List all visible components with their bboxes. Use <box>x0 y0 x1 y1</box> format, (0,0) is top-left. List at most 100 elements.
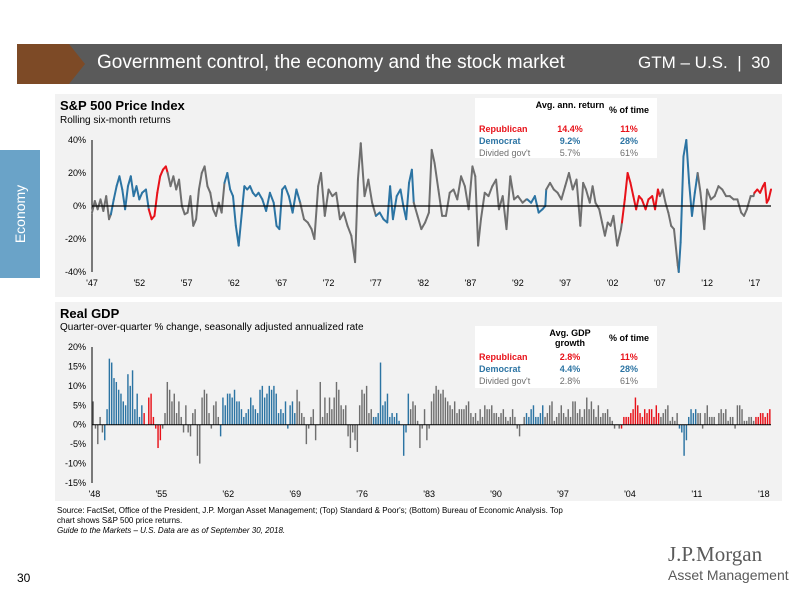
gdp-bar <box>525 413 528 425</box>
sp500-x-tick-label: '57 <box>181 278 193 288</box>
gdp-y-tick-label: 15% <box>68 361 86 371</box>
gdp-bar <box>625 416 627 425</box>
sp500-line-segment <box>661 188 667 204</box>
gdp-bar <box>358 405 361 425</box>
gdp-bar <box>560 405 562 425</box>
sp500-line-segment <box>487 185 494 198</box>
gdp-bar <box>412 401 414 425</box>
sp500-line-segment <box>240 185 246 217</box>
gdp-bar <box>138 416 141 425</box>
sp500-line-segment <box>180 205 186 216</box>
gdp-y-tick-label: 10% <box>68 381 86 391</box>
gdp-bar <box>694 409 697 425</box>
sp500-line-segment <box>105 195 111 221</box>
gdp-bar <box>233 389 236 425</box>
gdp-bar <box>331 409 333 425</box>
sp500-line-segment <box>389 185 394 221</box>
gdp-bar <box>504 416 507 425</box>
gdp-row-label: Republican <box>479 352 528 362</box>
gdp-bar <box>565 416 567 425</box>
gdp-bar <box>97 424 99 445</box>
sp500-line-segment <box>363 178 370 198</box>
gdp-bar <box>583 409 586 425</box>
sp500-line-segment <box>265 191 271 212</box>
sp500-line-segment <box>620 221 623 231</box>
gdp-bar <box>539 413 542 425</box>
sp500-line-segment <box>153 191 159 217</box>
gdp-bar <box>363 393 366 425</box>
gdp-bar <box>428 424 430 429</box>
sp500-line-segment <box>679 155 685 244</box>
gdp-bar <box>491 405 493 425</box>
sp500-line-segment <box>688 181 693 217</box>
gdp-subtitle: Quarter-over-quarter % change, seasonall… <box>60 322 364 333</box>
gdp-bar <box>189 424 192 437</box>
sp500-line-segment <box>261 198 268 212</box>
sp500-line-segment <box>603 221 609 237</box>
gdp-bar <box>467 401 470 425</box>
gdp-row-pct: 28% <box>619 364 638 374</box>
sp500-line-segment <box>346 224 353 237</box>
gdp-bar <box>576 413 579 425</box>
gdp-bar <box>738 405 741 425</box>
gdp-bar <box>342 409 345 425</box>
economy-tab[interactable]: Economy <box>0 150 40 278</box>
sp500-line-segment <box>399 188 405 207</box>
sp500-line-segment <box>166 172 172 188</box>
gdp-bar <box>345 405 347 425</box>
gdp-bar <box>567 409 569 425</box>
sp500-line-segment <box>354 178 359 264</box>
sp500-line-segment <box>159 168 164 178</box>
gdp-table-header-pct: % of time <box>608 333 649 343</box>
sp500-subtitle: Rolling six-month returns <box>60 115 171 126</box>
gdp-y-tick-label: 20% <box>68 342 86 352</box>
sp500-x-tick-label: '02 <box>607 278 619 288</box>
sp500-line-segment <box>189 195 195 227</box>
gdp-bar <box>120 393 122 425</box>
gdp-bar <box>196 424 199 456</box>
gdp-bar <box>704 413 706 425</box>
gdp-bar <box>555 416 558 425</box>
gdp-bar <box>222 397 224 425</box>
section-label: GTM – U.S. | 30 <box>638 53 770 73</box>
gdp-bar <box>752 420 755 425</box>
gdp-x-tick-label: '69 <box>289 489 301 499</box>
sp500-line-segment <box>626 172 632 184</box>
gdp-bar <box>229 393 231 425</box>
gdp-bar <box>697 413 699 425</box>
gdp-bar <box>532 405 535 425</box>
gdp-bar <box>405 424 407 433</box>
gdp-x-tick-label: '48 <box>89 489 101 499</box>
gdp-bar <box>630 413 632 425</box>
gdp-bar <box>384 401 386 425</box>
gdp-bar <box>562 413 565 425</box>
gdp-bar <box>523 416 525 425</box>
gdp-bar <box>544 416 546 425</box>
gdp-bar <box>236 401 238 425</box>
gdp-bar <box>187 424 189 433</box>
gdp-bar <box>732 416 734 425</box>
gdp-bar <box>750 416 753 425</box>
gdp-bar <box>685 424 688 441</box>
gdp-bar <box>736 405 739 425</box>
gdp-bar <box>435 385 437 425</box>
gdp-bar <box>509 416 512 425</box>
gdp-bar <box>113 378 115 425</box>
gdp-row-pct: 61% <box>619 376 638 386</box>
gdp-bar <box>720 409 722 425</box>
sp500-row-pct: 28% <box>619 136 638 146</box>
sp500-line-segment <box>471 165 477 178</box>
gdp-bar <box>205 393 208 425</box>
sp500-line-segment <box>342 211 349 227</box>
gdp-bar <box>261 385 264 425</box>
gdp-bar <box>312 409 315 425</box>
gdp-bar <box>440 393 442 425</box>
gdp-bar <box>310 416 312 425</box>
sp500-line-segment <box>623 172 629 201</box>
sp500-line-segment <box>112 185 118 201</box>
gdp-bar <box>641 416 644 425</box>
gdp-bar <box>175 413 178 425</box>
gdp-bar <box>706 405 708 425</box>
gdp-bar <box>516 424 518 429</box>
sp500-line-segment <box>579 181 585 227</box>
